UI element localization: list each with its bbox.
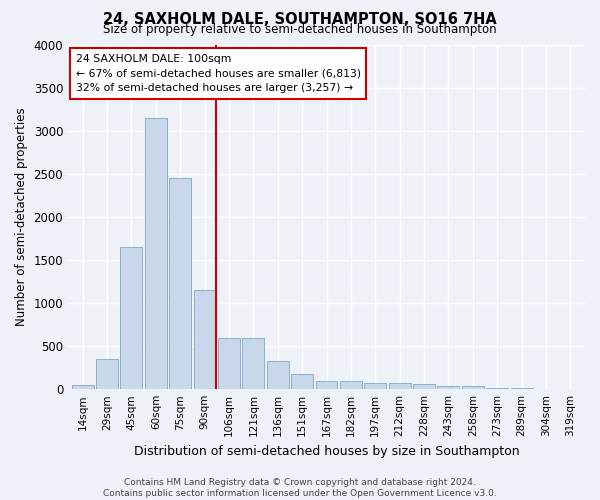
- X-axis label: Distribution of semi-detached houses by size in Southampton: Distribution of semi-detached houses by …: [134, 444, 520, 458]
- Bar: [267, 361, 289, 389]
- Bar: [96, 359, 118, 389]
- Bar: [462, 386, 484, 389]
- Bar: [389, 382, 410, 389]
- Bar: [364, 382, 386, 389]
- Text: Contains HM Land Registry data © Crown copyright and database right 2024.
Contai: Contains HM Land Registry data © Crown c…: [103, 478, 497, 498]
- Bar: [340, 380, 362, 389]
- Y-axis label: Number of semi-detached properties: Number of semi-detached properties: [15, 108, 28, 326]
- Bar: [169, 178, 191, 389]
- Text: 24 SAXHOLM DALE: 100sqm
← 67% of semi-detached houses are smaller (6,813)
32% of: 24 SAXHOLM DALE: 100sqm ← 67% of semi-de…: [76, 54, 361, 93]
- Bar: [413, 384, 435, 389]
- Text: 24, SAXHOLM DALE, SOUTHAMPTON, SO16 7HA: 24, SAXHOLM DALE, SOUTHAMPTON, SO16 7HA: [103, 12, 497, 28]
- Bar: [511, 388, 533, 389]
- Bar: [145, 118, 167, 389]
- Text: Size of property relative to semi-detached houses in Southampton: Size of property relative to semi-detach…: [103, 22, 497, 36]
- Bar: [121, 247, 142, 389]
- Bar: [316, 380, 337, 389]
- Bar: [291, 374, 313, 389]
- Bar: [242, 338, 265, 389]
- Bar: [486, 388, 508, 389]
- Bar: [71, 385, 94, 389]
- Bar: [437, 386, 460, 389]
- Bar: [218, 338, 240, 389]
- Bar: [194, 290, 215, 389]
